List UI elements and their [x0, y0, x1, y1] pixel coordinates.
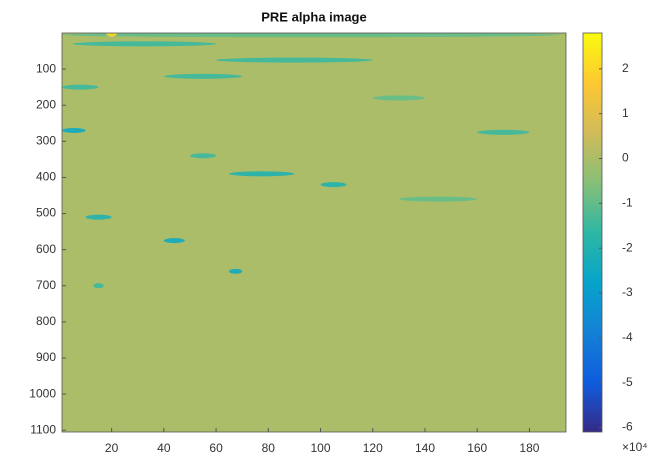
streak [62, 128, 86, 133]
y-tick-label: 600 [36, 242, 56, 256]
colorbar-tick-label: -3 [622, 285, 633, 299]
streak [229, 171, 294, 176]
y-tick-label: 400 [36, 170, 56, 184]
colorbar-tick-label: -1 [622, 196, 633, 210]
streak [321, 182, 347, 187]
y-tick-label: 900 [36, 350, 56, 364]
streak [477, 130, 529, 135]
y-tick-label: 1100 [30, 422, 56, 436]
y-tick-label: 500 [36, 206, 56, 220]
y-tick-label: 300 [36, 133, 56, 147]
x-tick-label: 20 [105, 441, 119, 455]
streak [190, 153, 216, 158]
streak [72, 41, 216, 46]
streak [86, 215, 112, 220]
streak [164, 238, 185, 243]
y-tick-label: 200 [36, 97, 56, 111]
colorbar-tick-label: 0 [622, 151, 629, 165]
image [62, 32, 566, 432]
streak [164, 74, 242, 79]
y-tick-label: 800 [36, 314, 56, 328]
y-tick-label: 1000 [29, 386, 56, 400]
x-tick-label: 140 [415, 441, 435, 455]
colorbar-tick-label: 2 [622, 61, 629, 75]
streak [373, 95, 425, 100]
y-tick-label: 100 [36, 61, 56, 75]
colorbar-tick-label: -5 [622, 375, 633, 389]
x-tick-label: 60 [209, 441, 223, 455]
chart-title: PRE alpha image [261, 9, 366, 24]
x-tick-label: 120 [363, 441, 383, 455]
colorbar-tick-label: -4 [622, 330, 633, 344]
x-tick-label: 40 [157, 441, 171, 455]
chart: PRE alpha image 204060801001201401601801… [0, 0, 659, 467]
x-tick-label: 180 [519, 441, 539, 455]
colorbar-exponent: ×10⁴ [622, 440, 648, 454]
streak [229, 269, 242, 274]
colorbar-tick-label: 1 [622, 106, 629, 120]
colorbar-tick-label: -6 [622, 420, 633, 434]
streak [216, 58, 373, 63]
colorbar [583, 33, 602, 432]
streak [93, 283, 103, 288]
image-background [62, 33, 566, 432]
x-tick-label: 100 [311, 441, 331, 455]
colorbar-tick-label: -2 [622, 240, 633, 254]
streak [62, 85, 99, 90]
streak [399, 197, 477, 202]
x-tick-label: 80 [262, 441, 276, 455]
y-tick-label: 700 [36, 278, 56, 292]
x-tick-label: 160 [467, 441, 487, 455]
streak [106, 32, 116, 37]
